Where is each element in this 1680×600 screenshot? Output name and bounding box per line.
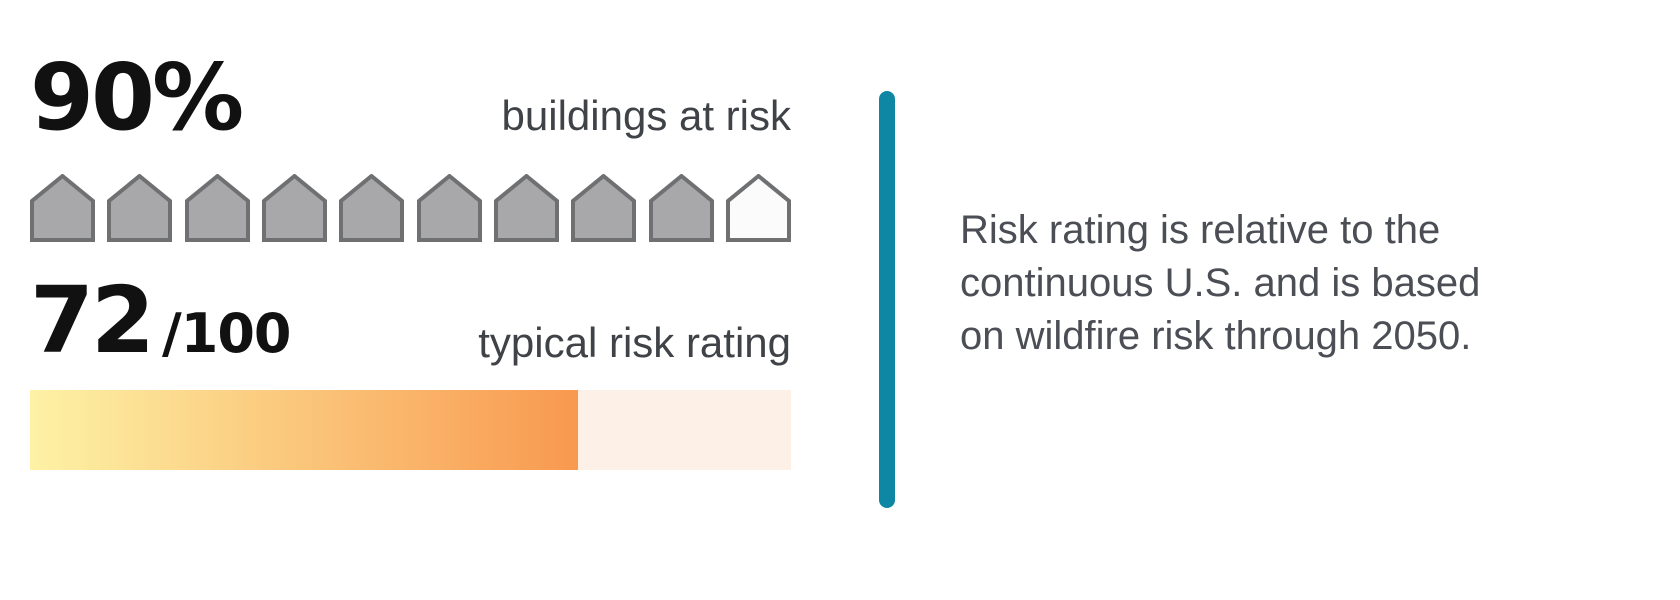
- house-filled-icon: [261, 174, 327, 242]
- risk-rating-bar: [30, 390, 791, 470]
- note-line: on wildfire risk through 2050.: [960, 314, 1472, 358]
- house-filled-icon: [648, 174, 714, 242]
- risk-rating-bar-fill: [30, 390, 578, 470]
- risk-rating-score: 72: [30, 267, 155, 374]
- house-filled-icon: [571, 174, 637, 242]
- note-line: continuous U.S. and is based: [960, 261, 1481, 305]
- risk-rating-value: 72/100: [30, 275, 291, 367]
- house-filled-icon: [339, 174, 405, 242]
- note-line: Risk rating is relative to the: [960, 208, 1441, 252]
- house-icons-row: [30, 172, 791, 242]
- house-filled-icon: [184, 174, 250, 242]
- house-filled-icon: [107, 174, 173, 242]
- house-empty-icon: [725, 174, 791, 242]
- risk-rating-note: Risk rating is relative to the continuou…: [960, 204, 1480, 363]
- buildings-at-risk-label: buildings at risk: [501, 92, 791, 139]
- risk-rating-label: typical risk rating: [478, 319, 791, 366]
- house-filled-icon: [493, 174, 559, 242]
- house-filled-icon: [30, 174, 95, 242]
- risk-rating-denominator: /100: [162, 302, 291, 365]
- buildings-at-risk-value: 90%: [30, 44, 244, 151]
- vertical-divider: [879, 91, 895, 508]
- house-filled-icon: [416, 174, 482, 242]
